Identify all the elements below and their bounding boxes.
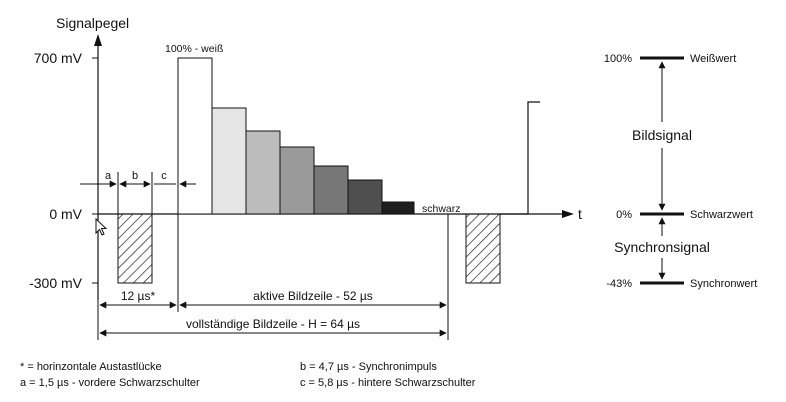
y-axis-arrow bbox=[94, 34, 102, 46]
sync-pulse-2 bbox=[465, 213, 501, 284]
level-name-white: Weißwert bbox=[690, 53, 736, 65]
gray-step-3 bbox=[245, 130, 281, 215]
black-label: schwarz bbox=[422, 203, 461, 215]
level-name-black: Schwarzwert bbox=[690, 209, 753, 221]
footnote-a: a = 1,5 µs - vordere Schwarzschulter bbox=[20, 377, 200, 389]
gray-step-5 bbox=[313, 165, 349, 215]
gray-step-1 bbox=[177, 57, 213, 215]
level-scale: 100% 0% -43% Weißwert Schwarzwert Synchr… bbox=[604, 53, 757, 290]
sync-pulse-1 bbox=[117, 213, 153, 284]
tick-label-700: 700 mV bbox=[34, 50, 83, 66]
label-b: b bbox=[132, 170, 138, 182]
synchronsignal-label: Synchronsignal bbox=[614, 239, 710, 255]
level-percent-sync: -43% bbox=[606, 278, 632, 290]
level-name-sync: Synchronwert bbox=[690, 278, 757, 290]
gray-step-7 bbox=[381, 201, 415, 215]
tick-label-neg300: -300 mV bbox=[29, 275, 83, 291]
x-axis-arrow bbox=[562, 210, 574, 218]
bildsignal-label: Bildsignal bbox=[632, 127, 692, 143]
next-line-edge bbox=[500, 101, 540, 215]
footnote-b: b = 4,7 µs - Synchronimpuls bbox=[300, 361, 437, 373]
active-line-label: aktive Bildzeile - 52 µs bbox=[253, 289, 373, 303]
blanking-label: 12 µs* bbox=[121, 289, 156, 303]
level-percent-black: 0% bbox=[616, 209, 632, 221]
label-c: c bbox=[161, 170, 167, 182]
level-percent-white: 100% bbox=[604, 53, 632, 65]
gray-staircase bbox=[177, 57, 415, 215]
footnote-star: * = horinzontale Austastlücke bbox=[20, 361, 162, 373]
gray-step-4 bbox=[279, 146, 315, 215]
gray-step-6 bbox=[347, 179, 383, 215]
y-axis-title: Signalpegel bbox=[56, 15, 129, 31]
tick-label-0: 0 mV bbox=[49, 206, 82, 222]
full-line-label: vollständige Bildzeile - H = 64 µs bbox=[186, 317, 360, 331]
x-axis-label: t bbox=[578, 206, 582, 222]
mouse-cursor-icon bbox=[95, 217, 108, 236]
footnote-c: c = 5,8 µs - hintere Schwarzschulter bbox=[300, 377, 476, 389]
label-a: a bbox=[105, 170, 112, 182]
gray-step-2 bbox=[211, 107, 247, 215]
white-label: 100% - weiß bbox=[165, 43, 223, 55]
